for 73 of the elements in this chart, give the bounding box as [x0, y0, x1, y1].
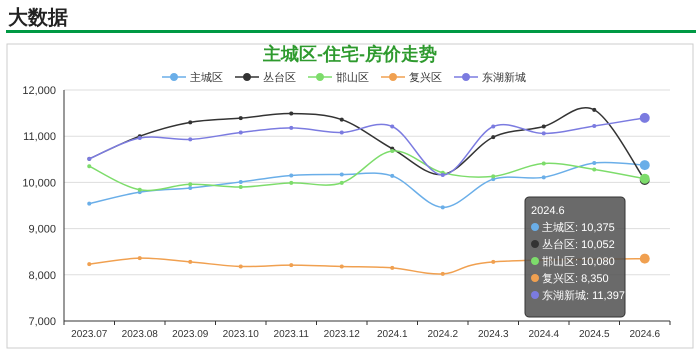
x-tick-label: 2023.10	[222, 329, 260, 340]
point	[592, 124, 596, 128]
point	[491, 135, 496, 140]
point	[390, 266, 394, 270]
y-tick-label: 12,000	[22, 85, 56, 97]
x-tick-label: 2024.4	[528, 329, 560, 340]
point	[592, 108, 596, 112]
y-tick-label: 9,000	[28, 224, 56, 236]
x-tick-label: 2024.3	[478, 329, 509, 340]
x-tick-label: 2024.5	[578, 329, 610, 340]
point	[592, 167, 596, 172]
point	[138, 256, 142, 260]
point	[340, 130, 344, 135]
point	[87, 262, 92, 266]
point	[491, 174, 496, 178]
chart-title: 主城区-住宅-房价走势	[262, 44, 437, 64]
point	[188, 182, 192, 186]
point	[542, 161, 546, 166]
point	[289, 173, 294, 178]
point	[87, 164, 92, 168]
x-tick-label: 2023.12	[324, 329, 360, 340]
annotation: 丛台区: 10,052	[542, 238, 615, 251]
y-tick-label: 8,000	[28, 270, 56, 282]
legend-label: 丛台区	[263, 71, 296, 84]
point	[238, 130, 243, 135]
point	[289, 180, 294, 185]
point	[238, 180, 243, 184]
x-tick-label: 2024.1	[376, 329, 408, 340]
point	[238, 116, 243, 120]
point	[188, 260, 192, 264]
point	[390, 124, 394, 128]
annotation: 东湖新城: 11,397	[542, 289, 625, 302]
x-tick-label: 2023.09	[172, 329, 209, 340]
point	[491, 124, 496, 128]
point	[138, 188, 142, 192]
point	[440, 205, 445, 210]
point	[542, 124, 546, 128]
point	[390, 174, 394, 178]
x-tick-label: 2023.07	[71, 329, 108, 340]
legend-label: 邯山区	[336, 71, 369, 84]
point	[340, 118, 344, 122]
point	[289, 263, 294, 268]
x-tick-label: 2023.08	[122, 329, 158, 340]
point	[440, 272, 445, 276]
annotation: 2024.6	[531, 205, 565, 217]
point	[542, 131, 546, 136]
point	[238, 185, 243, 190]
y-tick-label: 11,000	[23, 131, 56, 144]
legend-label: 东湖新城	[482, 71, 526, 84]
annotation: 主城区: 10,375	[542, 221, 615, 234]
x-tick-label: 2024.6	[629, 329, 660, 340]
point	[542, 175, 546, 180]
legend-label: 主城区	[190, 71, 223, 84]
y-tick-label: 10,000	[22, 177, 56, 190]
x-tick-label: 2023.11	[274, 329, 310, 340]
y-tick-label: 7,000	[28, 316, 56, 328]
chart-subtitle: 大数据	[8, 7, 68, 29]
point	[340, 180, 344, 185]
x-tick-label: 2024.2	[427, 329, 458, 340]
legend-label: 复兴区	[409, 71, 442, 84]
point	[188, 120, 192, 124]
point	[289, 126, 294, 130]
point	[238, 264, 243, 268]
point	[87, 202, 92, 206]
point	[188, 137, 192, 142]
point	[592, 160, 596, 165]
annotation: 邯山区: 10,080	[542, 255, 615, 268]
point	[289, 112, 294, 116]
point	[340, 264, 344, 268]
annotation: 复兴区: 8,350	[542, 272, 609, 285]
point	[188, 186, 192, 190]
point	[491, 260, 496, 264]
point	[340, 172, 344, 177]
